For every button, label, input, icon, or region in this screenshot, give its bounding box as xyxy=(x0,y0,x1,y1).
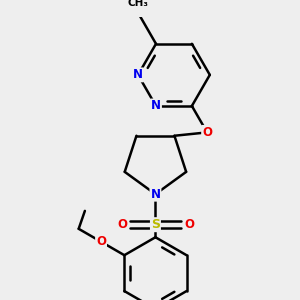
Text: O: O xyxy=(117,218,127,231)
Text: N: N xyxy=(151,100,161,112)
Text: S: S xyxy=(151,218,160,231)
Text: O: O xyxy=(184,218,194,231)
Text: O: O xyxy=(202,126,212,139)
Text: O: O xyxy=(96,235,106,248)
Text: CH₃: CH₃ xyxy=(128,0,148,8)
Text: N: N xyxy=(133,68,143,81)
Text: N: N xyxy=(150,188,161,201)
